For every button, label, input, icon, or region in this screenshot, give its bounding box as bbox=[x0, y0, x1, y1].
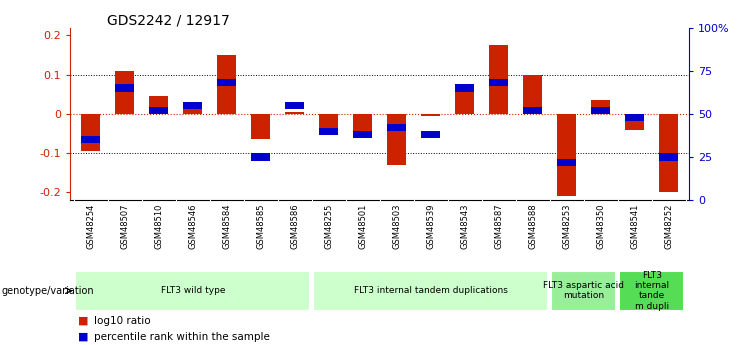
Bar bbox=[659, 154, 678, 160]
Bar bbox=[591, 107, 610, 114]
Bar bbox=[489, 79, 508, 86]
Bar bbox=[353, 131, 372, 138]
Bar bbox=[523, 75, 542, 114]
Text: log10 ratio: log10 ratio bbox=[94, 316, 150, 326]
Bar bbox=[523, 107, 542, 114]
Bar bbox=[625, 114, 644, 121]
Bar bbox=[489, 45, 508, 114]
Text: GSM48585: GSM48585 bbox=[256, 204, 265, 249]
Bar bbox=[319, 114, 338, 129]
Bar bbox=[422, 114, 440, 116]
Bar bbox=[625, 114, 644, 129]
Text: GSM48586: GSM48586 bbox=[290, 204, 299, 249]
Text: FLT3 wild type: FLT3 wild type bbox=[161, 286, 225, 295]
Text: GSM48501: GSM48501 bbox=[358, 204, 368, 249]
Bar bbox=[557, 159, 576, 166]
Bar bbox=[456, 90, 474, 114]
Bar bbox=[422, 131, 440, 138]
Bar bbox=[116, 85, 134, 91]
Bar bbox=[313, 271, 548, 310]
Bar bbox=[150, 107, 168, 114]
Text: GSM48253: GSM48253 bbox=[562, 204, 571, 249]
Text: ■: ■ bbox=[78, 316, 88, 326]
Bar bbox=[116, 71, 134, 114]
Text: GSM48539: GSM48539 bbox=[426, 204, 435, 249]
Bar bbox=[217, 79, 236, 86]
Bar bbox=[591, 100, 610, 114]
Text: GDS2242 / 12917: GDS2242 / 12917 bbox=[107, 14, 230, 28]
Text: GSM48546: GSM48546 bbox=[188, 204, 197, 249]
Bar bbox=[456, 85, 474, 91]
Text: FLT3 aspartic acid
mutation: FLT3 aspartic acid mutation bbox=[543, 281, 624, 300]
Bar bbox=[388, 114, 406, 165]
Bar bbox=[285, 102, 304, 109]
Text: GSM48543: GSM48543 bbox=[460, 204, 469, 249]
Text: GSM48507: GSM48507 bbox=[120, 204, 129, 249]
Text: GSM48541: GSM48541 bbox=[631, 204, 639, 249]
Text: GSM48584: GSM48584 bbox=[222, 204, 231, 249]
Text: GSM48503: GSM48503 bbox=[392, 204, 402, 249]
Text: GSM48252: GSM48252 bbox=[664, 204, 674, 249]
Text: GSM48510: GSM48510 bbox=[154, 204, 163, 249]
Bar bbox=[251, 154, 270, 160]
Bar bbox=[82, 136, 100, 143]
Bar bbox=[285, 112, 304, 114]
Bar bbox=[319, 128, 338, 135]
Bar bbox=[184, 102, 202, 114]
Bar bbox=[184, 102, 202, 109]
Bar bbox=[388, 124, 406, 131]
Text: GSM48254: GSM48254 bbox=[86, 204, 96, 249]
Bar bbox=[150, 96, 168, 114]
Bar bbox=[353, 114, 372, 136]
Text: GSM48350: GSM48350 bbox=[597, 204, 605, 249]
Bar bbox=[82, 114, 100, 151]
Bar bbox=[76, 271, 310, 310]
Bar bbox=[619, 271, 684, 310]
Text: FLT3
internal
tande
m dupli: FLT3 internal tande m dupli bbox=[634, 270, 669, 311]
Bar bbox=[217, 55, 236, 114]
Text: ■: ■ bbox=[78, 332, 88, 342]
Text: FLT3 internal tandem duplications: FLT3 internal tandem duplications bbox=[353, 286, 508, 295]
Bar bbox=[659, 114, 678, 192]
Text: genotype/variation: genotype/variation bbox=[1, 286, 94, 296]
Text: GSM48588: GSM48588 bbox=[528, 204, 537, 249]
Bar bbox=[551, 271, 616, 310]
Bar bbox=[557, 114, 576, 196]
Bar bbox=[251, 114, 270, 139]
Text: GSM48255: GSM48255 bbox=[325, 204, 333, 249]
Text: GSM48587: GSM48587 bbox=[494, 204, 503, 249]
Text: percentile rank within the sample: percentile rank within the sample bbox=[94, 332, 270, 342]
